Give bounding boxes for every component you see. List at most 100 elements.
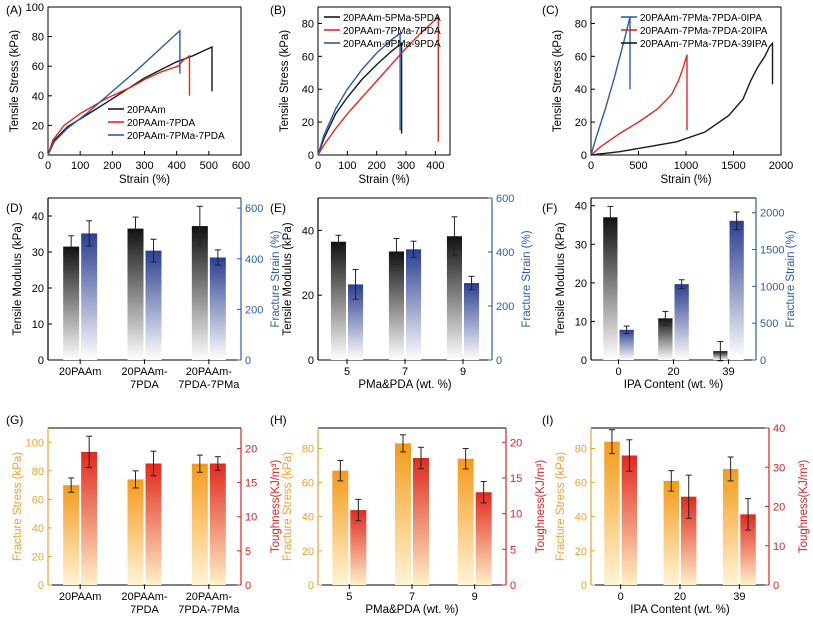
y-tick-label: 0 — [38, 355, 44, 367]
y-tick-label: 20 — [32, 120, 44, 132]
x-tick-label: 600 — [232, 160, 250, 172]
x-tick-label: 0 — [588, 160, 594, 172]
y-tick-label: 20 — [575, 546, 587, 558]
bar — [475, 492, 492, 585]
bar — [145, 463, 162, 585]
y-tick-label: 0 — [308, 150, 314, 162]
x-tick-label: 7PDA — [130, 379, 159, 391]
x-tick-label: 9 — [460, 366, 466, 378]
x-tick-label: 39 — [733, 591, 745, 603]
y-tick-label: 0 — [245, 580, 251, 592]
bar — [209, 463, 226, 585]
y-tick-label: 40 — [302, 225, 314, 237]
x-tick-label: 20 — [667, 366, 679, 378]
y-axis-label: Tensile Stress (kPa) — [279, 30, 291, 132]
y-tick-label: 60 — [575, 51, 587, 63]
bar — [674, 284, 689, 360]
bar — [127, 479, 144, 585]
y-tick-label: 20 — [302, 546, 314, 558]
x-tick-label: 1500 — [721, 160, 745, 172]
x-axis-label: IPA Content (wt. %) — [630, 604, 730, 616]
series-line — [590, 41, 774, 156]
bar — [330, 241, 346, 360]
y-tick-label: 20 — [32, 551, 44, 563]
y2-axis-label: Fracture Strain (%) — [785, 230, 797, 327]
panel-label: (E) — [270, 201, 286, 215]
bar — [603, 217, 618, 360]
y-tick-label: 15 — [510, 473, 522, 485]
series-line — [47, 54, 191, 156]
y-tick-label: 40 — [32, 211, 44, 223]
y-tick-label: 20 — [773, 502, 785, 514]
y-tick-label: 60 — [575, 478, 587, 490]
y-tick-label: 0 — [581, 150, 587, 162]
series-line — [47, 29, 181, 156]
bar — [81, 451, 98, 585]
bar — [464, 283, 480, 360]
bar — [191, 463, 208, 585]
y-tick-label: 0 — [308, 580, 314, 592]
x-tick-label: 400 — [167, 160, 185, 172]
y2-axis-label: Toughness(KJ/m³) — [270, 460, 282, 553]
bar — [127, 228, 144, 360]
series-line — [47, 45, 213, 156]
panel-a: (A) 0 100 200 300 400 500 600 0 20 40 60 80 100 Strain… — [6, 2, 250, 186]
x-axis-label: Strain (%) — [119, 174, 170, 186]
y-tick-label: 0 — [773, 580, 779, 592]
x-tick-label: 5 — [344, 366, 350, 378]
y-tick-label: 40 — [575, 84, 587, 96]
y-tick-label: 40 — [32, 91, 44, 103]
y-tick-label: 40 — [302, 512, 314, 524]
bar — [457, 458, 474, 585]
bar — [209, 257, 226, 360]
y-tick-label: 400 — [496, 247, 514, 259]
y-tick-label: 5 — [245, 546, 251, 558]
y-tick-label: 10 — [510, 509, 522, 521]
panel-i: (I) 0 20 40 60 80 0 10 20 30 40 0 20 39IPA Content (w… — [542, 413, 810, 616]
x-tick-label: 7 — [402, 366, 408, 378]
y-tick-label: 600 — [496, 193, 514, 205]
y-axis-label: Tensile Modulus (kPa) — [12, 222, 24, 335]
legend-entry: 20PAAm-7PMa-7PDA-20IPA — [640, 26, 768, 37]
y-tick-label: 2000 — [760, 208, 784, 220]
y-axis-label: Fracture Stress (kPa) — [12, 452, 24, 561]
y-tick-label: 0 — [581, 580, 587, 592]
x-tick-label: 0 — [315, 160, 321, 172]
x-tick-label: 100 — [71, 160, 89, 172]
bar — [63, 246, 80, 360]
y-axis-label: Tensile Modulus (kPa) — [282, 222, 294, 335]
panel-label: (F) — [542, 201, 557, 215]
bar — [604, 441, 620, 585]
y2-axis-label: Fracture Strain (%) — [521, 230, 533, 327]
legend-entry: 20PAAm-7PDA — [127, 118, 196, 129]
panel-h: (H) 0 20 40 60 80 0 5 10 15 20 5 7 9 PMa&PDA (wt. %) Fr… — [270, 413, 547, 616]
y-axis-label: Tensile Stress (kPa) — [9, 30, 21, 132]
plot-frame — [317, 6, 451, 156]
series-line — [317, 41, 403, 156]
y-tick-label: 600 — [245, 203, 263, 215]
x-tick-label: 1000 — [674, 160, 698, 172]
bar — [621, 455, 638, 585]
legend-entry: 20PAAm-7PMa-7PDA-0IPA — [640, 13, 762, 24]
bar — [446, 236, 462, 360]
series-line — [590, 16, 631, 156]
x-tick-label: 200 — [103, 160, 121, 172]
x-axis-label: PMa&PDA (wt. %) — [358, 379, 451, 391]
x-tick-label: 300 — [135, 160, 153, 172]
y-tick-label: 0 — [760, 355, 766, 367]
y-tick-label: 20 — [302, 290, 314, 302]
bar — [81, 233, 98, 360]
y-tick-label: 30 — [32, 247, 44, 259]
x-axis-label: Strain (%) — [358, 174, 409, 186]
panel-label: (B) — [270, 3, 286, 17]
y-tick-label: 40 — [575, 201, 587, 213]
panel-c: (C) 0 500 1000 1500 2000 0 20 40 60 80 Strain (%) Te… — [542, 3, 793, 186]
x-tick-label: 400 — [426, 160, 444, 172]
legend-entry: 20PAAm-7PMa-7PDA-39IPA — [640, 39, 768, 50]
y-tick-label: 0 — [496, 355, 502, 367]
bar — [406, 249, 422, 360]
x-tick-label: 7 — [409, 591, 415, 603]
legend-entry: 20PAAm-7PMa-7PDA — [127, 131, 225, 142]
